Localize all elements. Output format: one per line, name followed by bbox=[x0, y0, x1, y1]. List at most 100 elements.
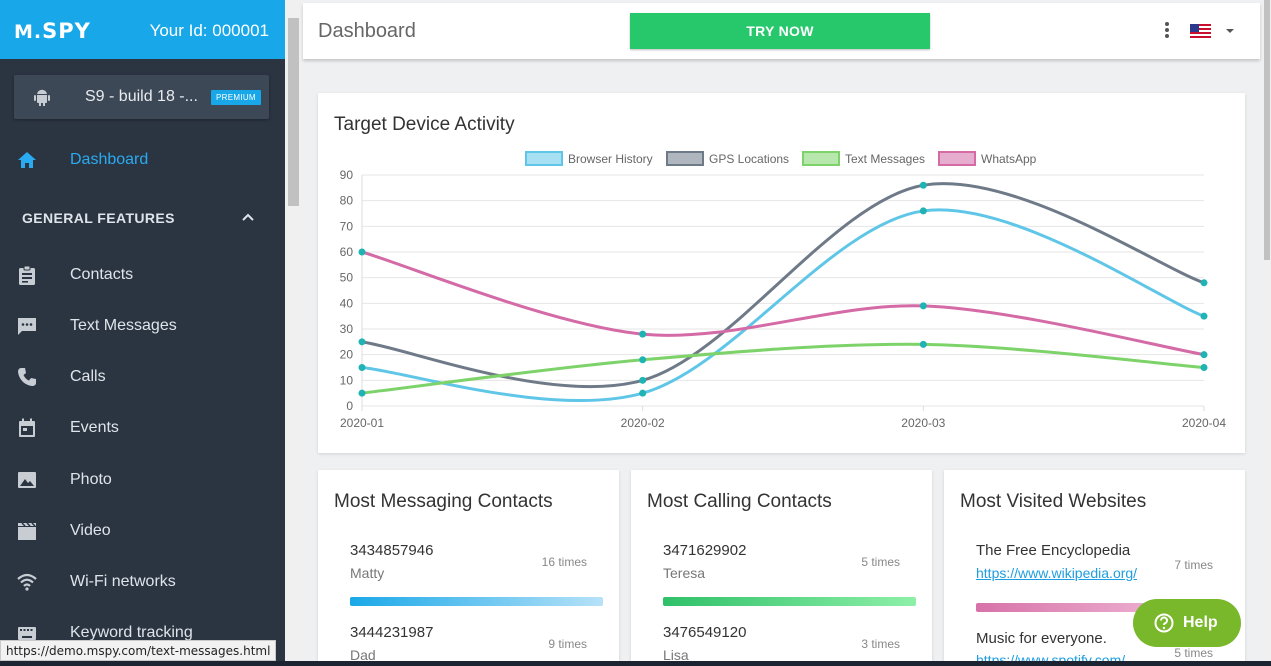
phone-icon bbox=[18, 368, 36, 386]
sidebar-item-photo[interactable]: Photo bbox=[0, 460, 285, 500]
film-icon bbox=[18, 522, 36, 540]
sidebar-item-dashboard[interactable]: Dashboard bbox=[0, 140, 285, 180]
x-tick-label: 2020-02 bbox=[621, 416, 665, 430]
try-now-button[interactable]: TRY NOW bbox=[630, 13, 930, 49]
activity-line-chart: 0 10 20 30 40 50 60 70 80 90 2020-01 2020-02 2020-03… bbox=[340, 151, 1226, 430]
card-title: Most Calling Contacts bbox=[647, 491, 832, 512]
website-title: Music for everyone. bbox=[976, 630, 1107, 647]
keyboard-icon bbox=[18, 627, 36, 640]
series-line bbox=[361, 342, 1205, 395]
sidebar-item-label: Text Messages bbox=[70, 317, 177, 334]
data-point bbox=[1200, 364, 1208, 371]
website-title: The Free Encyclopedia bbox=[976, 542, 1131, 559]
contact-name: Dad bbox=[350, 647, 376, 663]
sidebar-item-label: Events bbox=[70, 419, 119, 436]
website-link[interactable]: https://www.wikipedia.org/ bbox=[976, 565, 1138, 581]
legend-label: Browser History bbox=[568, 152, 653, 166]
sidebar-item-calls[interactable]: Calls bbox=[0, 357, 285, 397]
data-point bbox=[919, 302, 927, 310]
website-share-bar bbox=[976, 603, 1229, 612]
sidebar-scrollbar-thumb[interactable] bbox=[288, 18, 299, 206]
series-line bbox=[361, 182, 1205, 389]
sidebar-item-label: Calls bbox=[70, 368, 106, 385]
legend-label: Text Messages bbox=[845, 152, 925, 166]
sidebar-item-text-messages[interactable]: Text Messages bbox=[0, 306, 285, 346]
contact-number: 3471629902 bbox=[663, 542, 747, 559]
card-title: Most Visited Websites bbox=[960, 491, 1147, 512]
mspy-logo[interactable]: M.SPY bbox=[14, 19, 91, 43]
legend-swatch bbox=[666, 151, 704, 166]
legend-label: GPS Locations bbox=[709, 152, 789, 166]
chart-title: Target Device Activity bbox=[334, 114, 515, 135]
data-point bbox=[1200, 351, 1208, 359]
main-scrollbar[interactable] bbox=[1262, 0, 1271, 666]
y-tick-label: 70 bbox=[340, 219, 354, 233]
legend-swatch bbox=[802, 151, 840, 166]
x-tick-label: 2020-04 bbox=[1182, 416, 1226, 430]
premium-badge: PREMIUM bbox=[211, 90, 261, 105]
chevron-up-icon[interactable] bbox=[241, 210, 255, 224]
image-icon bbox=[18, 472, 36, 488]
sidebar-item-label: Dashboard bbox=[70, 151, 149, 168]
caret-down-icon[interactable] bbox=[1225, 27, 1235, 35]
y-tick-label: 30 bbox=[340, 322, 354, 336]
contact-number: 3434857946 bbox=[350, 542, 434, 559]
home-icon bbox=[18, 152, 36, 168]
sidebar-item-events[interactable]: Events bbox=[0, 408, 285, 448]
contact-name: Teresa bbox=[663, 565, 706, 581]
y-tick-label: 0 bbox=[346, 399, 353, 413]
data-point bbox=[639, 330, 647, 338]
legend-label: WhatsApp bbox=[981, 152, 1037, 166]
android-icon bbox=[34, 89, 50, 106]
sidebar-item-keyword-tracking[interactable]: Keyword tracking bbox=[0, 613, 285, 653]
clipboard-icon bbox=[19, 265, 35, 285]
sidebar: M.SPY Your Id: 000001 S9 - build 18 -...… bbox=[0, 0, 285, 666]
y-tick-label: 40 bbox=[340, 296, 354, 310]
contact-count: 3 times bbox=[861, 637, 900, 651]
data-point bbox=[639, 356, 647, 364]
data-point bbox=[639, 376, 647, 384]
contact-count: 5 times bbox=[861, 555, 900, 569]
question-circle-icon bbox=[1154, 613, 1174, 633]
help-button[interactable]: Help bbox=[1133, 599, 1241, 647]
taskbar-strip bbox=[0, 661, 1271, 666]
card-title: Most Messaging Contacts bbox=[334, 491, 553, 512]
activity-chart-card: Target Device Activity 0 10 20 30 40 50 60 70 80… bbox=[318, 93, 1245, 453]
contact-number: 3476549120 bbox=[663, 624, 747, 641]
calendar-icon bbox=[19, 418, 35, 437]
x-tick-label: 2020-03 bbox=[901, 416, 945, 430]
sidebar-item-label: Video bbox=[70, 522, 111, 539]
header: Dashboard TRY NOW bbox=[303, 3, 1260, 59]
contact-share-bar bbox=[663, 597, 916, 606]
contact-number: 3444231987 bbox=[350, 624, 434, 641]
data-point bbox=[358, 338, 366, 346]
messaging-contacts-card: Most Messaging Contacts 3434857946 Matty… bbox=[318, 470, 619, 666]
data-point bbox=[919, 207, 927, 215]
x-tick-label: 2020-01 bbox=[340, 416, 384, 430]
page-title: Dashboard bbox=[318, 20, 416, 42]
y-tick-label: 20 bbox=[340, 348, 354, 362]
user-id: Your Id: 000001 bbox=[149, 21, 269, 40]
sidebar-item-label: Contacts bbox=[70, 266, 134, 283]
status-url: https://demo.mspy.com/text-messages.html bbox=[0, 640, 277, 661]
sidebar-item-wifi-networks[interactable]: Wi-Fi networks bbox=[0, 562, 285, 602]
section-general-features[interactable]: GENERAL FEATURES bbox=[22, 210, 175, 226]
sidebar-item-contacts[interactable]: Contacts bbox=[0, 255, 285, 295]
device-selector[interactable]: S9 - build 18 -... PREMIUM bbox=[14, 75, 269, 119]
website-count: 7 times bbox=[1174, 558, 1213, 572]
data-point bbox=[919, 181, 927, 189]
contact-name: Lisa bbox=[663, 647, 689, 663]
wifi-icon bbox=[17, 573, 37, 591]
y-tick-label: 50 bbox=[340, 271, 354, 285]
sidebar-item-video[interactable]: Video bbox=[0, 511, 285, 551]
data-point bbox=[358, 248, 366, 256]
us-flag-icon[interactable] bbox=[1190, 24, 1211, 38]
contact-count: 16 times bbox=[541, 555, 587, 569]
data-point bbox=[1200, 312, 1208, 320]
message-icon bbox=[18, 318, 36, 335]
data-point bbox=[1200, 279, 1208, 287]
more-vertical-icon[interactable] bbox=[1162, 20, 1172, 40]
main-scrollbar-thumb[interactable] bbox=[1264, 0, 1270, 260]
brand-bar: M.SPY Your Id: 000001 bbox=[0, 0, 285, 59]
series-line bbox=[361, 250, 1205, 357]
